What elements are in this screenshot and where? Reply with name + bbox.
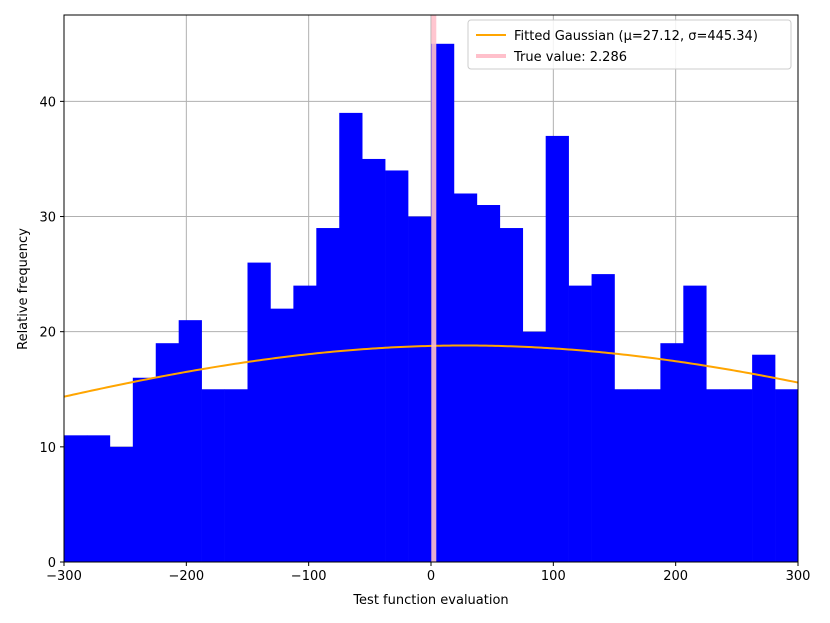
y-tick-label: 20 <box>39 326 56 341</box>
histogram-bar <box>752 354 776 562</box>
x-tick-label: 0 <box>427 569 435 584</box>
y-tick-label: 30 <box>39 211 56 226</box>
histogram-bar <box>339 112 363 562</box>
histogram-bar <box>316 228 340 562</box>
fitted-gaussian-line <box>63 344 799 398</box>
histogram-bar <box>729 389 753 562</box>
legend-gaussian-label: Fitted Gaussian (μ=27.12, σ=445.34) <box>514 29 758 44</box>
legend: Fitted Gaussian (μ=27.12, σ=445.34) True… <box>467 19 792 70</box>
histogram-bar <box>499 228 524 562</box>
histogram-bar <box>293 285 317 562</box>
y-tick-label: 0 <box>48 556 56 571</box>
histogram-bar <box>591 274 615 562</box>
histogram-bar <box>568 285 592 562</box>
histogram-bar <box>408 216 432 563</box>
y-tick-label: 40 <box>39 95 56 110</box>
histogram-bar <box>706 389 730 562</box>
histogram-bar <box>660 343 684 562</box>
y-tick-label: 10 <box>39 441 56 456</box>
x-tick-label: 300 <box>786 569 811 584</box>
histogram-bar <box>270 308 294 562</box>
histogram-bar <box>64 435 88 562</box>
x-tick-label: −200 <box>168 569 204 584</box>
y-axis-label: Relative frequency <box>16 228 31 350</box>
histogram-bar <box>178 320 202 562</box>
x-tick-label: 100 <box>541 569 566 584</box>
histogram-bar <box>247 262 271 562</box>
histogram-bar <box>637 389 661 562</box>
histogram-bar <box>201 389 225 562</box>
axis-ticks: −300 −200 −100 0 100 200 300 0 10 20 30 40 <box>39 95 810 584</box>
x-tick-label: −300 <box>46 569 82 584</box>
legend-box <box>467 19 792 70</box>
histogram-bar <box>453 193 478 562</box>
histogram-bar <box>614 389 638 562</box>
histogram-bar <box>385 170 409 562</box>
histogram-bar <box>683 285 707 562</box>
histogram-bar <box>431 43 455 562</box>
legend-true-value-label: True value: 2.286 <box>513 50 627 65</box>
histogram-bar <box>775 389 799 562</box>
histogram-bar <box>86 435 111 562</box>
x-tick-label: 200 <box>663 569 688 584</box>
x-tick-label: −100 <box>291 569 327 584</box>
x-axis-label: Test function evaluation <box>352 593 508 608</box>
histogram-bars <box>64 43 799 563</box>
histogram-bar <box>132 377 157 562</box>
histogram-bar <box>522 331 546 562</box>
histogram-bar <box>155 343 179 562</box>
histogram-bar <box>109 446 134 562</box>
histogram-bar <box>476 205 501 562</box>
histogram-bar <box>224 389 248 562</box>
histogram-bar <box>362 158 386 562</box>
